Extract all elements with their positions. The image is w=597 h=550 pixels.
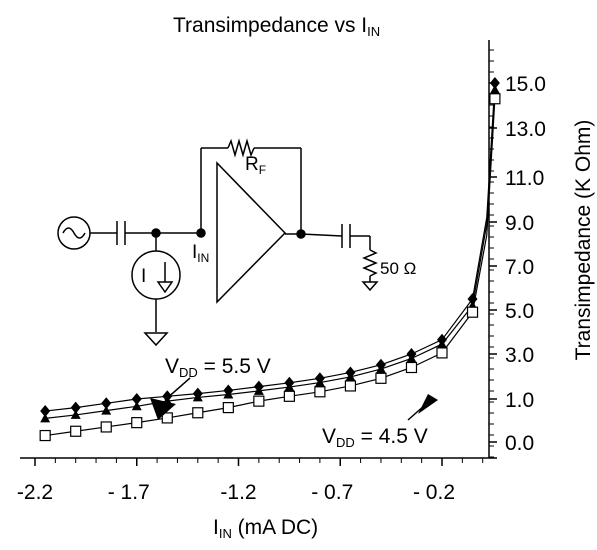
y-tick-label: 9.0 (505, 212, 534, 235)
ground-icon-right (361, 281, 379, 292)
x-axis-label-main: I (213, 516, 219, 539)
ground-icon-left (143, 332, 169, 347)
point-square (222, 402, 234, 414)
point-triangle (40, 413, 51, 423)
y-axis-label: Transimpedance (K Ohm) (572, 120, 595, 361)
y-tick-label: 3.0 (505, 344, 534, 367)
point-square (70, 425, 82, 437)
vdd45-main: V (322, 425, 336, 448)
point-square (39, 429, 51, 442)
wire-output-cap (300, 233, 343, 237)
chart-title: Transimpedance vs IIN (173, 14, 380, 39)
feedback-resistor-icon (227, 138, 255, 158)
vdd55-annotation: VDD = 5.5 V (165, 355, 271, 380)
y-tick-label: 0.0 (505, 432, 534, 455)
point-triangle (314, 377, 325, 387)
vdd55-arrowhead (150, 398, 176, 420)
point-square (375, 372, 387, 384)
current-arrow-head (156, 281, 174, 294)
x-axis-label-rest: (mA DC) (232, 516, 318, 539)
y-tick-label: 15.0 (505, 73, 546, 96)
point-triangle (345, 371, 356, 381)
point-triangle (406, 353, 417, 363)
vdd45-arrowhead (418, 394, 438, 414)
load-resistor-icon (362, 249, 378, 277)
sine-wave-icon (62, 227, 86, 239)
point-triangle (131, 401, 142, 411)
point-square (131, 417, 143, 429)
point-square (161, 412, 173, 424)
y-tick-label: 13.0 (505, 118, 546, 141)
point-diamond (489, 77, 500, 89)
x-tick-label: - 0.7 (311, 481, 353, 504)
x-tick-label: - 0.2 (413, 481, 455, 504)
vdd45-annotation: VDD = 4.5 V (322, 425, 428, 450)
point-square (466, 306, 479, 318)
point-triangle (437, 339, 447, 349)
point-triangle (70, 409, 81, 419)
vdd55-arrow-line (164, 377, 191, 401)
series-group (39, 77, 501, 442)
x-tick-label: -2.2 (17, 481, 53, 504)
point-square (436, 347, 448, 359)
iin-sub: IN (197, 251, 209, 265)
x-axis-label: IIN (mA DC) (213, 516, 318, 541)
x-tick-label: -1.2 (220, 481, 256, 504)
feedback-resistor-label: RF (245, 154, 266, 177)
point-diamond (40, 405, 51, 418)
point-triangle (375, 364, 386, 374)
input-current-label: IIN (192, 242, 209, 265)
y-tick-label: 5.0 (505, 300, 534, 323)
x-axis-label-sub: IN (219, 526, 232, 541)
y-axis-ticks: 0.0 1.0 3.0 5.0 7.0 9.0 11.0 13.0 15.0 (489, 49, 546, 458)
vdd45-rest: = 4.5 V (355, 425, 428, 448)
point-triangle (101, 405, 112, 415)
current-source-label: I (141, 266, 146, 287)
rf-sub: F (259, 163, 266, 177)
current-source-icon (131, 250, 181, 300)
point-square (283, 390, 295, 402)
vdd55-sub: DD (179, 365, 198, 380)
x-axis-ticks: -2.2 - 1.7 -1.2 - 0.7 - 0.2 (17, 458, 484, 504)
point-triangle (253, 385, 264, 395)
vdd45-sub: DD (336, 435, 355, 450)
load-resistor-label: 50 Ω (380, 259, 416, 278)
point-triangle (192, 392, 203, 402)
chart-title-sub: IN (367, 24, 380, 39)
vdd55-rest: = 5.5 V (198, 355, 271, 378)
y-tick-label: 7.0 (505, 256, 534, 279)
point-diamond (101, 397, 112, 410)
point-square (405, 361, 418, 374)
point-square (344, 380, 357, 392)
point-triangle (223, 389, 234, 399)
iin-main: I (192, 242, 197, 263)
point-diamond (131, 393, 142, 405)
x-tick-label: - 1.7 (108, 481, 150, 504)
point-triangle (284, 382, 295, 392)
point-square (489, 93, 501, 105)
point-square (192, 407, 204, 419)
vdd55-main: V (165, 355, 179, 378)
chart-title-main: Transimpedance vs I (173, 14, 367, 37)
point-square (100, 421, 112, 433)
y-tick-label: 11.0 (505, 167, 544, 190)
point-square (314, 386, 326, 398)
point-triangle (489, 84, 500, 94)
point-diamond (70, 401, 81, 414)
amplifier-icon (216, 161, 287, 304)
circuit-schematic (57, 138, 379, 347)
y-tick-label: 1.0 (505, 389, 534, 412)
rf-main: R (245, 154, 259, 175)
point-square (253, 395, 265, 407)
